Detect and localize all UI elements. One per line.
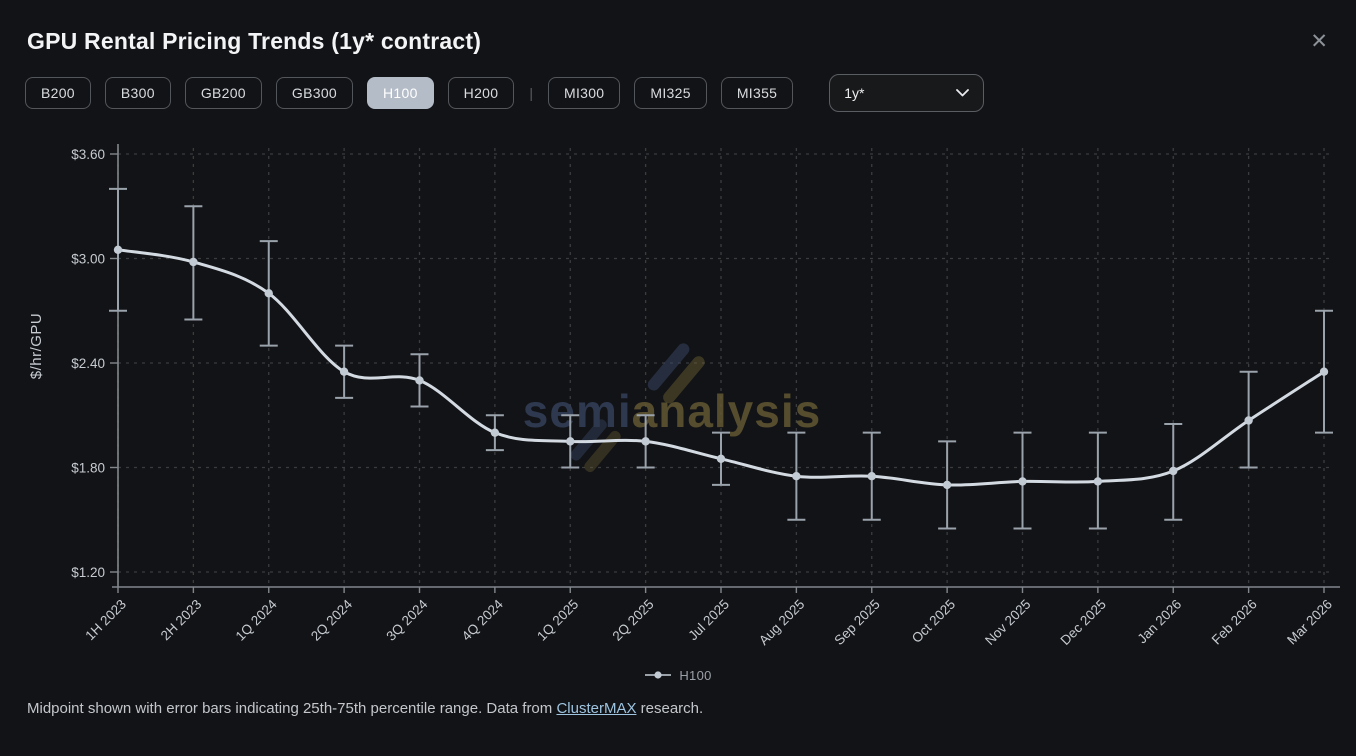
data-point	[942, 480, 952, 490]
data-points	[113, 245, 1329, 490]
button-group-separator: |	[529, 85, 533, 101]
gpu-button-mi355[interactable]: MI355	[720, 77, 794, 109]
axes	[110, 144, 1340, 593]
data-point	[339, 367, 349, 376]
data-point	[566, 437, 575, 446]
y-axis-title: $/hr/GPU	[28, 313, 45, 380]
x-axis-tick-label: Oct 2025	[909, 597, 958, 646]
series-line-h100	[116, 248, 1326, 487]
legend-item-h100[interactable]: H100	[0, 667, 1356, 683]
data-point	[1319, 367, 1329, 376]
chart-container: semianalysis $1.20 $1.80 $2.40 $3.00 $3.60 1H …	[0, 134, 1356, 655]
x-axis-tick-label: Feb 2026	[1209, 597, 1260, 648]
semianalysis-watermark: semianalysis	[523, 343, 821, 473]
y-axis-tick-label: $2.40	[71, 356, 105, 371]
x-axis-tick-label: 2Q 2025	[610, 597, 657, 644]
modal-header: GPU Rental Pricing Trends (1y* contract)…	[0, 0, 1356, 58]
x-axis-tick-label: 2Q 2024	[308, 596, 356, 644]
y-axis-tick-label: $1.20	[71, 565, 105, 580]
footnote-text-after: research.	[636, 700, 704, 717]
data-point	[1169, 466, 1178, 476]
x-axis-tick-label: 1Q 2025	[534, 597, 581, 644]
gpu-button-mi325[interactable]: MI325	[634, 77, 707, 109]
data-point	[641, 437, 650, 446]
data-point	[792, 472, 801, 481]
gpu-button-group: B200 B300 GB200 GB300 H100 H200 | MI300 MI325 MI3…	[0, 74, 1356, 112]
gpu-button-gb300[interactable]: GB300	[275, 77, 353, 109]
x-axis-tick-label: Dec 2025	[1058, 597, 1109, 648]
gpu-button-h200[interactable]: H200	[447, 77, 515, 109]
data-point	[490, 428, 500, 437]
legend-label: H100	[679, 667, 712, 683]
gpu-button-gb200[interactable]: GB200	[184, 77, 262, 109]
y-axis-tick-label: $3.00	[71, 252, 105, 267]
data-point	[1244, 416, 1253, 425]
x-axis-tick-label: Jul 2025	[685, 597, 732, 644]
data-point	[1018, 477, 1027, 486]
gpu-button-h100[interactable]: H100	[367, 77, 434, 109]
data-point	[716, 454, 726, 463]
x-axis-tick-label: 1H 2023	[82, 597, 129, 644]
x-axis-tick-label: 1Q 2024	[233, 596, 281, 644]
x-axis-tick-label: 2H 2023	[158, 597, 205, 644]
data-point	[867, 472, 876, 481]
x-axis-tick-label: Mar 2026	[1284, 597, 1335, 648]
footnote-text-before: Midpoint shown with error bars indicatin…	[27, 700, 557, 717]
clustermax-link[interactable]: ClusterMAX	[556, 700, 637, 717]
x-axis-tick-label: Aug 2025	[756, 597, 807, 648]
data-point	[189, 257, 198, 267]
x-axis-tick-label: Jan 2026	[1134, 597, 1184, 647]
data-point	[264, 289, 273, 298]
y-axis-tick-label: $3.60	[71, 147, 105, 162]
gpu-button-b200[interactable]: B200	[25, 77, 91, 109]
data-point	[415, 376, 424, 385]
pricing-chart[interactable]: semianalysis $1.20 $1.80 $2.40 $3.00 $3.60 1H …	[0, 134, 1356, 650]
data-point	[1093, 477, 1103, 486]
x-axis-tick-label: Nov 2025	[982, 597, 1033, 648]
page-title: GPU Rental Pricing Trends (1y* contract)	[27, 27, 482, 54]
chevron-down-icon	[956, 89, 970, 97]
x-axis-tick-label: 3Q 2024	[383, 596, 431, 644]
close-icon[interactable]: ✕	[1310, 29, 1328, 53]
y-axis-tick-label: $1.80	[71, 461, 105, 476]
watermark-text: semianalysis	[523, 385, 821, 437]
x-axis-tick-label: Sep 2025	[831, 597, 882, 648]
gridlines	[117, 148, 1332, 587]
gpu-button-mi300[interactable]: MI300	[547, 77, 621, 109]
x-axis-tick-label: 4Q 2024	[459, 596, 507, 644]
contract-term-value: 1y*	[844, 85, 865, 101]
watermark-logo-slashes	[647, 343, 705, 404]
contract-term-dropdown[interactable]: 1y*	[829, 74, 985, 112]
gpu-button-b300[interactable]: B300	[104, 77, 171, 109]
data-point	[113, 245, 123, 254]
legend-marker-icon	[645, 671, 672, 679]
footnote: Midpoint shown with error bars indicatin…	[0, 700, 1356, 717]
